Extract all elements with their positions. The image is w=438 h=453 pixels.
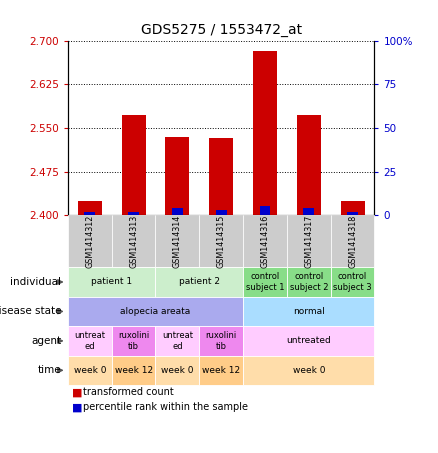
Bar (297, 115, 321, 215)
Text: percentile rank within the sample: percentile rank within the sample (83, 402, 248, 412)
Text: GSM1414312: GSM1414312 (85, 215, 94, 268)
Text: untreat
ed: untreat ed (74, 331, 105, 351)
Text: control
subject 3: control subject 3 (333, 272, 372, 292)
Text: untreated: untreated (286, 337, 331, 345)
Text: ruxolini
tib: ruxolini tib (118, 331, 149, 351)
Text: week 12: week 12 (114, 366, 153, 375)
Bar (341, 201, 364, 215)
Text: individual: individual (11, 277, 61, 287)
Text: GSM1414317: GSM1414317 (304, 215, 313, 268)
Text: GSM1414313: GSM1414313 (129, 215, 138, 268)
Bar (85, 212, 95, 215)
Bar (209, 138, 233, 215)
Text: agent: agent (31, 336, 61, 346)
Text: normal: normal (293, 307, 325, 316)
Text: control
subject 1: control subject 1 (246, 272, 284, 292)
Bar (347, 212, 358, 215)
Text: GSM1414316: GSM1414316 (261, 215, 269, 268)
Text: ■: ■ (72, 402, 83, 412)
Text: untreat
ed: untreat ed (162, 331, 193, 351)
Bar (122, 115, 145, 215)
Text: patient 1: patient 1 (91, 278, 132, 286)
Text: ruxolini
tib: ruxolini tib (205, 331, 237, 351)
Bar (172, 208, 183, 215)
Bar (253, 51, 277, 215)
Title: GDS5275 / 1553472_at: GDS5275 / 1553472_at (141, 23, 302, 37)
Text: week 0: week 0 (74, 366, 106, 375)
Text: transformed count: transformed count (83, 387, 174, 397)
Text: GSM1414315: GSM1414315 (217, 215, 226, 268)
Bar (78, 201, 102, 215)
Text: GSM1414314: GSM1414314 (173, 215, 182, 268)
Bar (216, 210, 226, 215)
Text: control
subject 2: control subject 2 (290, 272, 328, 292)
Text: week 0: week 0 (293, 366, 325, 375)
Text: week 12: week 12 (202, 366, 240, 375)
Bar (166, 137, 190, 215)
Text: week 0: week 0 (161, 366, 194, 375)
Text: time: time (38, 365, 61, 376)
Text: ■: ■ (72, 387, 83, 397)
Bar (304, 208, 314, 215)
Text: GSM1414318: GSM1414318 (348, 215, 357, 268)
Text: alopecia areata: alopecia areata (120, 307, 191, 316)
Bar (128, 212, 139, 215)
Text: patient 2: patient 2 (179, 278, 220, 286)
Text: disease state: disease state (0, 306, 61, 317)
Bar (260, 207, 270, 215)
